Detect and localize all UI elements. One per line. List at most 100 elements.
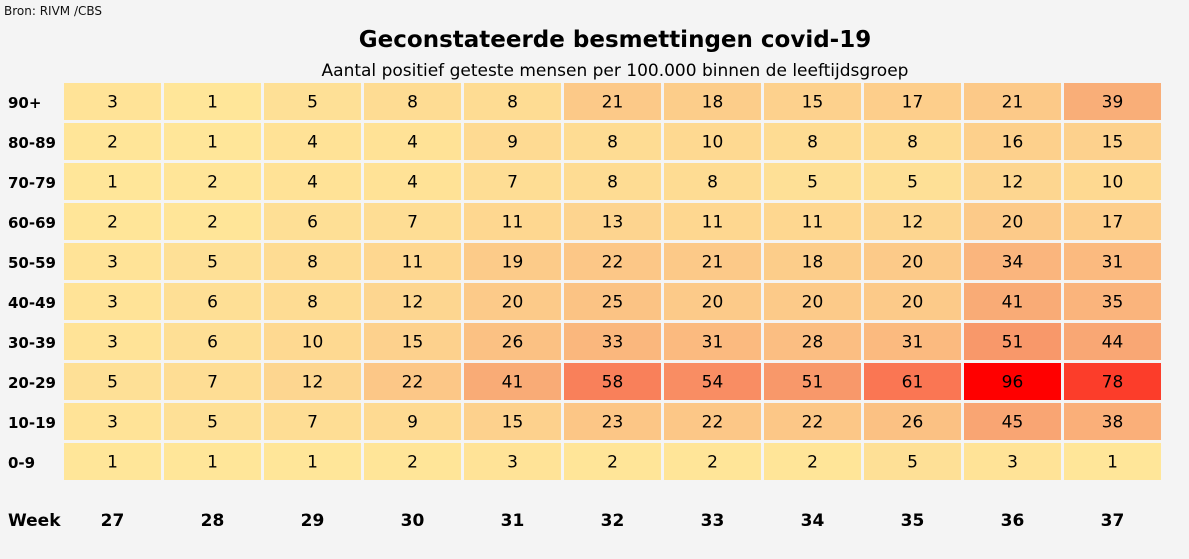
cell-value: 3 (107, 253, 118, 273)
heatmap-cell (464, 243, 561, 280)
heatmap-cell (64, 403, 161, 440)
heatmap-cell (764, 83, 861, 120)
cell-value: 15 (502, 413, 524, 433)
cell-value: 39 (1102, 93, 1124, 113)
row-label: 30-39 (8, 334, 56, 352)
cell-value: 6 (207, 293, 218, 313)
cell-value: 2 (607, 453, 618, 473)
heatmap-cell (64, 443, 161, 480)
cell-value: 11 (702, 213, 724, 233)
heatmap-cell (464, 323, 561, 360)
cell-value: 21 (702, 253, 724, 273)
heatmap-cell (864, 163, 961, 200)
cell-value: 20 (1002, 213, 1024, 233)
cell-value: 20 (702, 293, 724, 313)
cell-value: 3 (1007, 453, 1018, 473)
cell-value: 35 (1102, 293, 1124, 313)
heatmap-cell (664, 323, 761, 360)
cell-value: 51 (802, 373, 824, 393)
x-tick-label: 35 (901, 511, 925, 531)
heatmap-cell (964, 123, 1061, 160)
cell-value: 8 (407, 93, 418, 113)
cell-value: 12 (902, 213, 924, 233)
heatmap-cell (564, 443, 661, 480)
heatmap-cell (1064, 203, 1161, 240)
heatmap-cell (264, 323, 361, 360)
cell-value: 15 (802, 93, 824, 113)
chart-title: Geconstateerde besmettingen covid-19 (358, 27, 872, 53)
cell-value: 41 (1002, 293, 1024, 313)
row-label: 20-29 (8, 374, 56, 392)
heatmap-cell (1064, 123, 1161, 160)
heatmap-cell (1064, 243, 1161, 280)
cell-value: 8 (607, 173, 618, 193)
cell-value: 6 (207, 333, 218, 353)
cell-value: 3 (107, 333, 118, 353)
cell-value: 5 (907, 173, 918, 193)
heatmap-cell (464, 83, 561, 120)
heatmap-cell (864, 283, 961, 320)
heatmap-cell (964, 403, 1061, 440)
x-tick-label: 32 (601, 511, 625, 531)
heatmap-cell (164, 163, 261, 200)
heatmap-cell (664, 203, 761, 240)
cell-value: 51 (1002, 333, 1024, 353)
heatmap-cell (964, 243, 1061, 280)
cell-value: 22 (702, 413, 724, 433)
row-label: 50-59 (8, 254, 56, 272)
heatmap-cell (364, 203, 461, 240)
cell-value: 41 (502, 373, 524, 393)
cell-value: 15 (402, 333, 424, 353)
cell-value: 45 (1002, 413, 1024, 433)
heatmap-cell (664, 363, 761, 400)
heatmap-cell (664, 283, 761, 320)
x-tick-label: 37 (1101, 511, 1125, 531)
heatmap-cell (464, 123, 561, 160)
heatmap-cell (964, 203, 1061, 240)
heatmap-cell (564, 323, 661, 360)
cell-value: 20 (902, 253, 924, 273)
heatmap-cell (664, 83, 761, 120)
cell-value: 3 (107, 413, 118, 433)
cell-value: 20 (902, 293, 924, 313)
cell-value: 58 (602, 373, 624, 393)
cell-value: 31 (902, 333, 924, 353)
heatmap-cell (564, 163, 661, 200)
heatmap-cell (364, 403, 461, 440)
heatmap-cell (464, 363, 561, 400)
heatmap-cell (364, 243, 461, 280)
row-label: 90+ (8, 94, 41, 112)
heatmap-cell (64, 283, 161, 320)
cell-value: 28 (802, 333, 824, 353)
cell-value: 11 (502, 213, 524, 233)
row-label: 40-49 (8, 294, 56, 312)
heatmap-cell (64, 123, 161, 160)
cell-value: 19 (502, 253, 524, 273)
cell-value: 1 (1107, 453, 1118, 473)
heatmap-cell (64, 163, 161, 200)
cell-value: 22 (402, 373, 424, 393)
cell-value: 2 (207, 173, 218, 193)
cell-value: 8 (307, 293, 318, 313)
heatmap-cell (764, 403, 861, 440)
heatmap-cell (1064, 443, 1161, 480)
heatmap-cell (364, 123, 461, 160)
heatmap-cell (1064, 283, 1161, 320)
cell-value: 2 (107, 133, 118, 153)
row-label: 10-19 (8, 414, 56, 432)
heatmap-cell (764, 243, 861, 280)
heatmap-cell (264, 83, 361, 120)
heatmap-cell (464, 443, 561, 480)
cell-value: 5 (107, 373, 118, 393)
heatmap-cell (364, 163, 461, 200)
cell-value: 7 (207, 373, 218, 393)
cell-value: 1 (207, 93, 218, 113)
heatmap-cell (864, 443, 961, 480)
heatmap-cell (664, 443, 761, 480)
heatmap-cell (764, 283, 861, 320)
cell-value: 2 (707, 453, 718, 473)
cell-value: 8 (507, 93, 518, 113)
cell-value: 4 (407, 173, 418, 193)
cell-value: 5 (307, 93, 318, 113)
